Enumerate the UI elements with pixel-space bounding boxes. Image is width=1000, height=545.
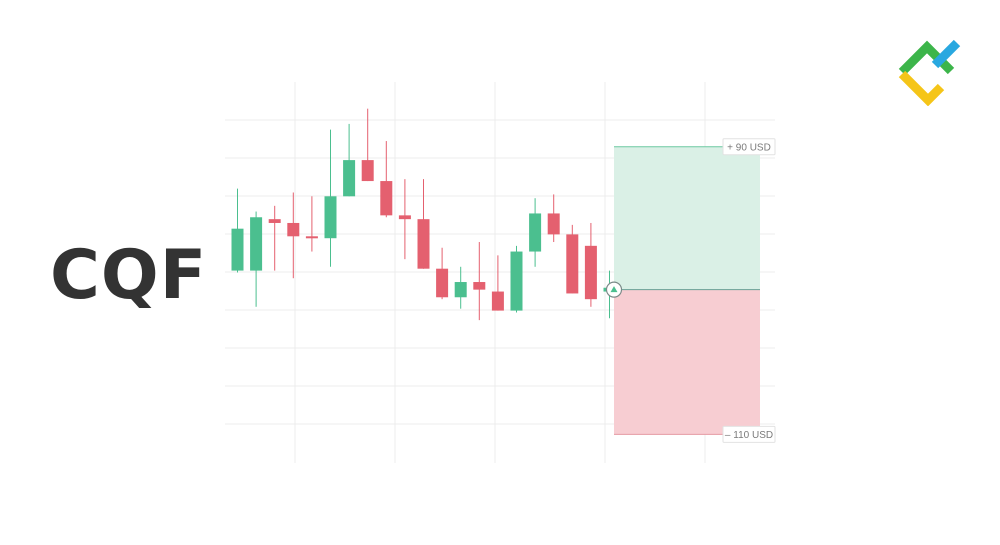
- candle: [491, 255, 504, 311]
- logo-yellow-stroke: [898, 70, 945, 106]
- take-profit-tag-box: [722, 138, 776, 156]
- page-title: CQF: [50, 236, 208, 315]
- candle: [436, 247, 449, 300]
- candle-body: [547, 213, 560, 235]
- take-profit-zone: [614, 146, 760, 290]
- take-profit-tag: + 90 USD: [722, 138, 776, 156]
- candle-body: [305, 236, 318, 239]
- candle: [305, 196, 318, 252]
- markers: + 90 USD – 110 USD: [605, 138, 776, 443]
- candle: [343, 123, 356, 197]
- candle: [268, 205, 281, 271]
- candle-body: [380, 181, 393, 216]
- candle: [361, 108, 374, 182]
- take-profit-tag-label: + 90 USD: [727, 142, 771, 153]
- candle: [380, 141, 393, 218]
- candle-body: [343, 160, 356, 197]
- candle: [287, 192, 300, 279]
- candle-body: [510, 251, 523, 311]
- logo-blue-stroke: [931, 39, 961, 69]
- candle-body: [250, 217, 263, 271]
- candle-body: [454, 282, 467, 298]
- litefinance-logo-icon: [898, 39, 961, 106]
- candle: [231, 188, 244, 273]
- candle: [398, 179, 411, 260]
- candle: [324, 129, 337, 267]
- stop-loss-zone: [614, 289, 760, 435]
- candle-body: [361, 160, 374, 182]
- candle-body: [491, 291, 504, 311]
- candle-body: [324, 196, 337, 239]
- candle: [417, 179, 430, 269]
- stop-loss-tag-box: [722, 425, 776, 443]
- candle-body: [566, 234, 579, 294]
- entry-arrow-icon: [610, 286, 618, 293]
- candle-body: [287, 222, 300, 237]
- candle-body: [268, 219, 281, 223]
- candle-body: [398, 215, 411, 220]
- candle-body: [584, 245, 597, 300]
- candle: [584, 222, 597, 307]
- candle: [510, 245, 523, 313]
- risk-reward-zones: [614, 146, 760, 435]
- candle: [454, 266, 467, 309]
- stop-loss-tag: – 110 USD: [722, 425, 776, 443]
- candle-body: [473, 282, 486, 290]
- candle: [529, 198, 542, 267]
- candle-body: [231, 228, 244, 271]
- candle: [547, 194, 560, 243]
- stop-loss-tag-label: – 110 USD: [725, 430, 773, 441]
- candle-body: [529, 213, 542, 252]
- candles: [231, 108, 616, 321]
- candle-body: [417, 219, 430, 269]
- candle-body: [436, 268, 449, 298]
- candle: [566, 224, 579, 294]
- candle: [250, 211, 263, 307]
- candle: [473, 242, 486, 321]
